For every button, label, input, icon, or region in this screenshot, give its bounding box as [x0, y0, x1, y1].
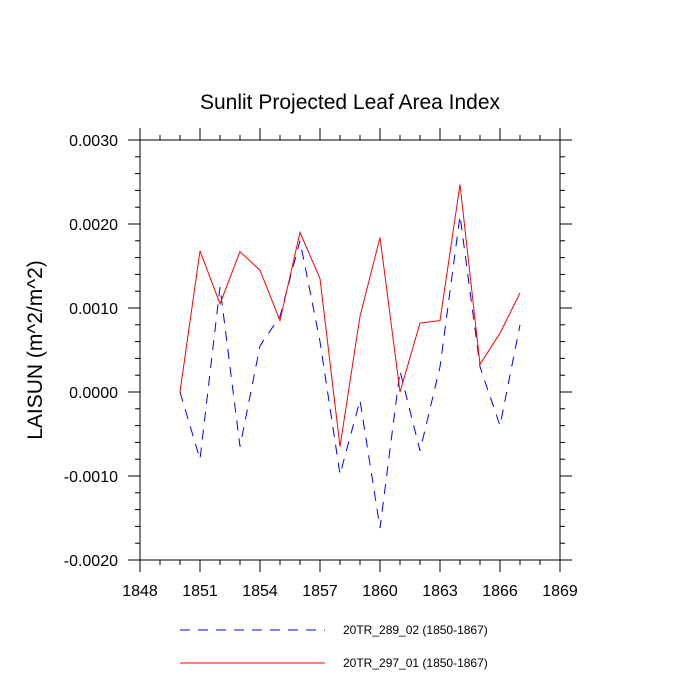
series-line-1: [179, 215, 521, 529]
axis-ticks: [128, 128, 572, 572]
y-tick-label: 0.0020: [69, 217, 118, 234]
x-tick-label: 1863: [422, 583, 458, 600]
legend-label-2: 20TR_297_01 (1850-1867): [343, 656, 488, 670]
x-tick-label: 1869: [542, 583, 578, 600]
series-line-2: [179, 184, 521, 447]
x-tick-label: 1860: [362, 583, 398, 600]
tick-labels: 1848 1851 1854 1857 1860 1863 1866 1869 -0.0020 -…: [64, 133, 578, 600]
y-axis-label: LAISUN (m^2/m^2): [24, 260, 47, 440]
series-lines: [179, 184, 521, 529]
legend-label-1: 20TR_289_02 (1850-1867): [343, 623, 488, 637]
chart-title: Sunlit Projected Leaf Area Index: [200, 91, 501, 114]
y-tick-label: 0.0010: [69, 301, 118, 318]
y-tick-label: -0.0010: [64, 469, 118, 486]
x-tick-label: 1857: [302, 583, 338, 600]
y-tick-label: 0.0030: [69, 133, 118, 150]
y-tick-label: 0.0000: [69, 385, 118, 402]
legend: 20TR_289_02 (1850-1867) 20TR_297_01 (1850…: [180, 623, 488, 670]
x-tick-label: 1854: [242, 583, 278, 600]
x-tick-label: 1848: [122, 583, 158, 600]
y-tick-label: -0.0020: [64, 553, 118, 570]
x-tick-label: 1851: [182, 583, 218, 600]
plot-frame: [139, 139, 561, 561]
x-tick-label: 1866: [482, 583, 518, 600]
